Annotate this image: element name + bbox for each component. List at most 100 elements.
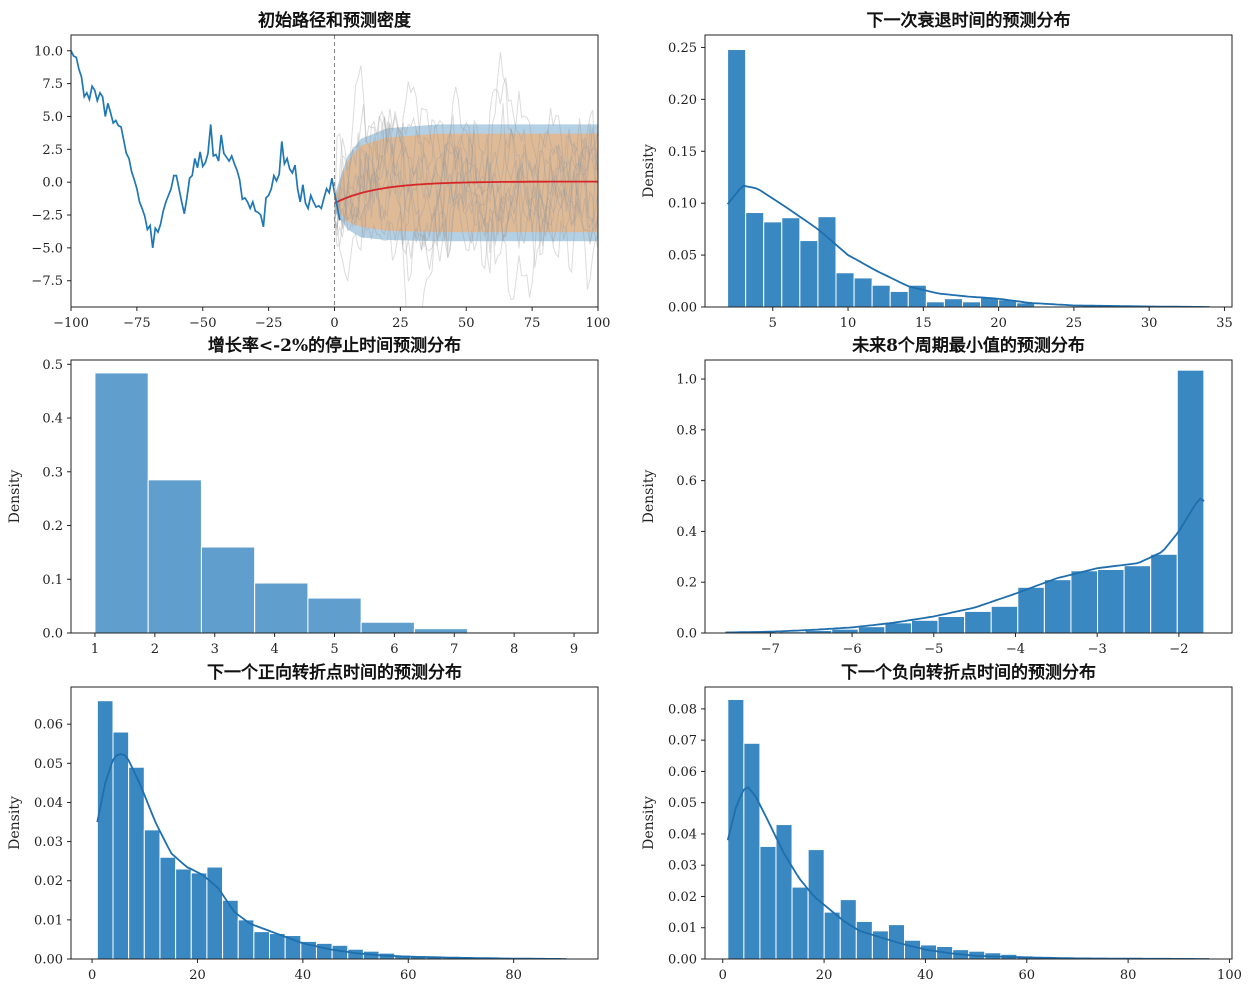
histogram-bar bbox=[871, 284, 891, 307]
y-tick-label: 1.0 bbox=[676, 373, 697, 388]
kde-line bbox=[96, 753, 567, 959]
y-tick-label: 0.06 bbox=[668, 765, 697, 780]
histogram-bar bbox=[799, 240, 819, 307]
y-axis-label: Density bbox=[641, 144, 657, 198]
histogram-bar bbox=[743, 742, 761, 959]
histogram-bar bbox=[254, 582, 309, 633]
axes-frame bbox=[70, 686, 599, 960]
y-tick-label: 0.05 bbox=[34, 757, 63, 772]
x-tick-label: 20 bbox=[189, 968, 206, 983]
y-tick-label: 0.8 bbox=[676, 423, 697, 438]
histogram-bar bbox=[745, 212, 765, 307]
histogram-bar bbox=[94, 372, 149, 633]
histogram-bar bbox=[759, 845, 777, 959]
x-tick-label: −50 bbox=[189, 316, 216, 331]
x-tick-label: −7 bbox=[761, 642, 780, 657]
panel-p2: 5 10 15 20 25 30 35 0.00 0.05 0.10 0.15 0.20 0.25 下一次… bbox=[641, 10, 1233, 331]
y-axis-label: Density bbox=[7, 796, 23, 850]
simulated-path bbox=[334, 51, 598, 262]
chart-title: 增长率<-2%的停止时间预测分布 bbox=[208, 335, 461, 356]
x-tick-label: 4 bbox=[270, 642, 278, 657]
histogram-bar bbox=[413, 628, 469, 633]
kde-line bbox=[726, 184, 1210, 307]
y-axis-label: Density bbox=[641, 796, 657, 850]
chart-title: 下一次衰退时间的预测分布 bbox=[867, 10, 1071, 31]
y-tick-label: 10.0 bbox=[34, 44, 63, 59]
histogram-bar bbox=[791, 886, 809, 959]
x-tick-label: 5 bbox=[769, 316, 777, 331]
histogram-bar bbox=[112, 731, 130, 959]
y-tick-label: 0.4 bbox=[42, 412, 63, 427]
x-tick-label: −5 bbox=[924, 642, 943, 657]
y-tick-label: 0.03 bbox=[34, 835, 63, 850]
y-tick-label: 7.5 bbox=[42, 77, 63, 92]
x-tick-label: 15 bbox=[915, 316, 932, 331]
histogram-bar bbox=[943, 298, 963, 307]
x-tick-label: 40 bbox=[917, 968, 934, 983]
simulated-path bbox=[334, 65, 598, 221]
plot-area bbox=[725, 369, 1205, 633]
x-tick-label: 8 bbox=[510, 642, 518, 657]
histogram-bar bbox=[823, 911, 841, 959]
plot-area bbox=[96, 700, 567, 959]
mean-forecast-line bbox=[334, 180, 598, 205]
y-tick-label: 0.0 bbox=[42, 176, 63, 191]
y-tick-label: 0.25 bbox=[668, 41, 697, 56]
plot-area bbox=[726, 699, 1210, 959]
histogram-bar bbox=[990, 605, 1019, 633]
x-tick-label: 10 bbox=[840, 316, 857, 331]
simulated-path bbox=[334, 104, 598, 290]
x-tick-label: −75 bbox=[123, 316, 150, 331]
y-axis-label: Density bbox=[641, 470, 657, 524]
histogram-bar bbox=[128, 766, 145, 959]
plot-area bbox=[726, 49, 1210, 307]
x-tick-label: 30 bbox=[1141, 316, 1158, 331]
histogram-bar bbox=[190, 872, 208, 959]
y-tick-label: 0.07 bbox=[668, 734, 697, 749]
histogram-bar bbox=[1176, 369, 1205, 633]
x-tick-label: 9 bbox=[570, 642, 578, 657]
x-tick-label: 7 bbox=[450, 642, 458, 657]
histogram-bar bbox=[839, 899, 857, 959]
histogram-bar bbox=[961, 301, 982, 307]
histogram-bar bbox=[360, 621, 415, 633]
y-tick-label: 0.03 bbox=[668, 859, 697, 874]
x-tick-label: 0 bbox=[330, 316, 338, 331]
x-tick-label: 75 bbox=[524, 316, 541, 331]
y-tick-label: 0.00 bbox=[668, 301, 697, 316]
y-tick-label: 0.5 bbox=[42, 358, 63, 373]
histogram-bar bbox=[925, 301, 945, 307]
y-tick-label: 0.04 bbox=[34, 796, 63, 811]
x-tick-label: 100 bbox=[586, 316, 611, 331]
panel-p5: 0 20 40 60 80 0.00 0.01 0.02 0.03 0.04 0.05 0.06 下一个… bbox=[7, 662, 599, 983]
y-tick-label: 0.2 bbox=[676, 576, 697, 591]
y-tick-label: 0.02 bbox=[34, 874, 63, 889]
y-tick-label: 2.5 bbox=[42, 143, 63, 158]
y-tick-label: −7.5 bbox=[31, 274, 63, 289]
histogram-bar bbox=[964, 610, 992, 633]
simulated-path bbox=[334, 86, 598, 259]
histogram-bar bbox=[910, 619, 939, 633]
simulated-path bbox=[334, 107, 598, 274]
x-tick-label: 1 bbox=[91, 642, 99, 657]
histogram-bar bbox=[200, 546, 256, 633]
histogram-bar bbox=[937, 615, 966, 633]
histogram-bar bbox=[307, 597, 362, 633]
histogram-bar bbox=[831, 628, 859, 633]
x-tick-label: 5 bbox=[330, 642, 338, 657]
y-tick-label: 0.05 bbox=[668, 796, 697, 811]
histogram-bar bbox=[855, 920, 873, 959]
histogram-bar bbox=[920, 944, 938, 959]
histogram-bar bbox=[807, 849, 825, 959]
y-tick-label: 0.06 bbox=[34, 718, 63, 733]
histogram-bar bbox=[315, 942, 333, 959]
y-tick-label: 0.01 bbox=[668, 921, 697, 936]
chart-title: 下一个负向转折点时间的预测分布 bbox=[841, 662, 1096, 683]
simulated-path bbox=[334, 110, 598, 249]
plot-area bbox=[71, 35, 598, 307]
x-tick-label: 60 bbox=[400, 968, 417, 983]
histogram-bar bbox=[857, 626, 886, 633]
x-tick-label: 40 bbox=[295, 968, 312, 983]
histogram-bar bbox=[222, 899, 239, 959]
